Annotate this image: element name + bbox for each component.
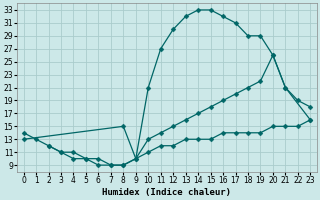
X-axis label: Humidex (Indice chaleur): Humidex (Indice chaleur) [102, 188, 231, 197]
